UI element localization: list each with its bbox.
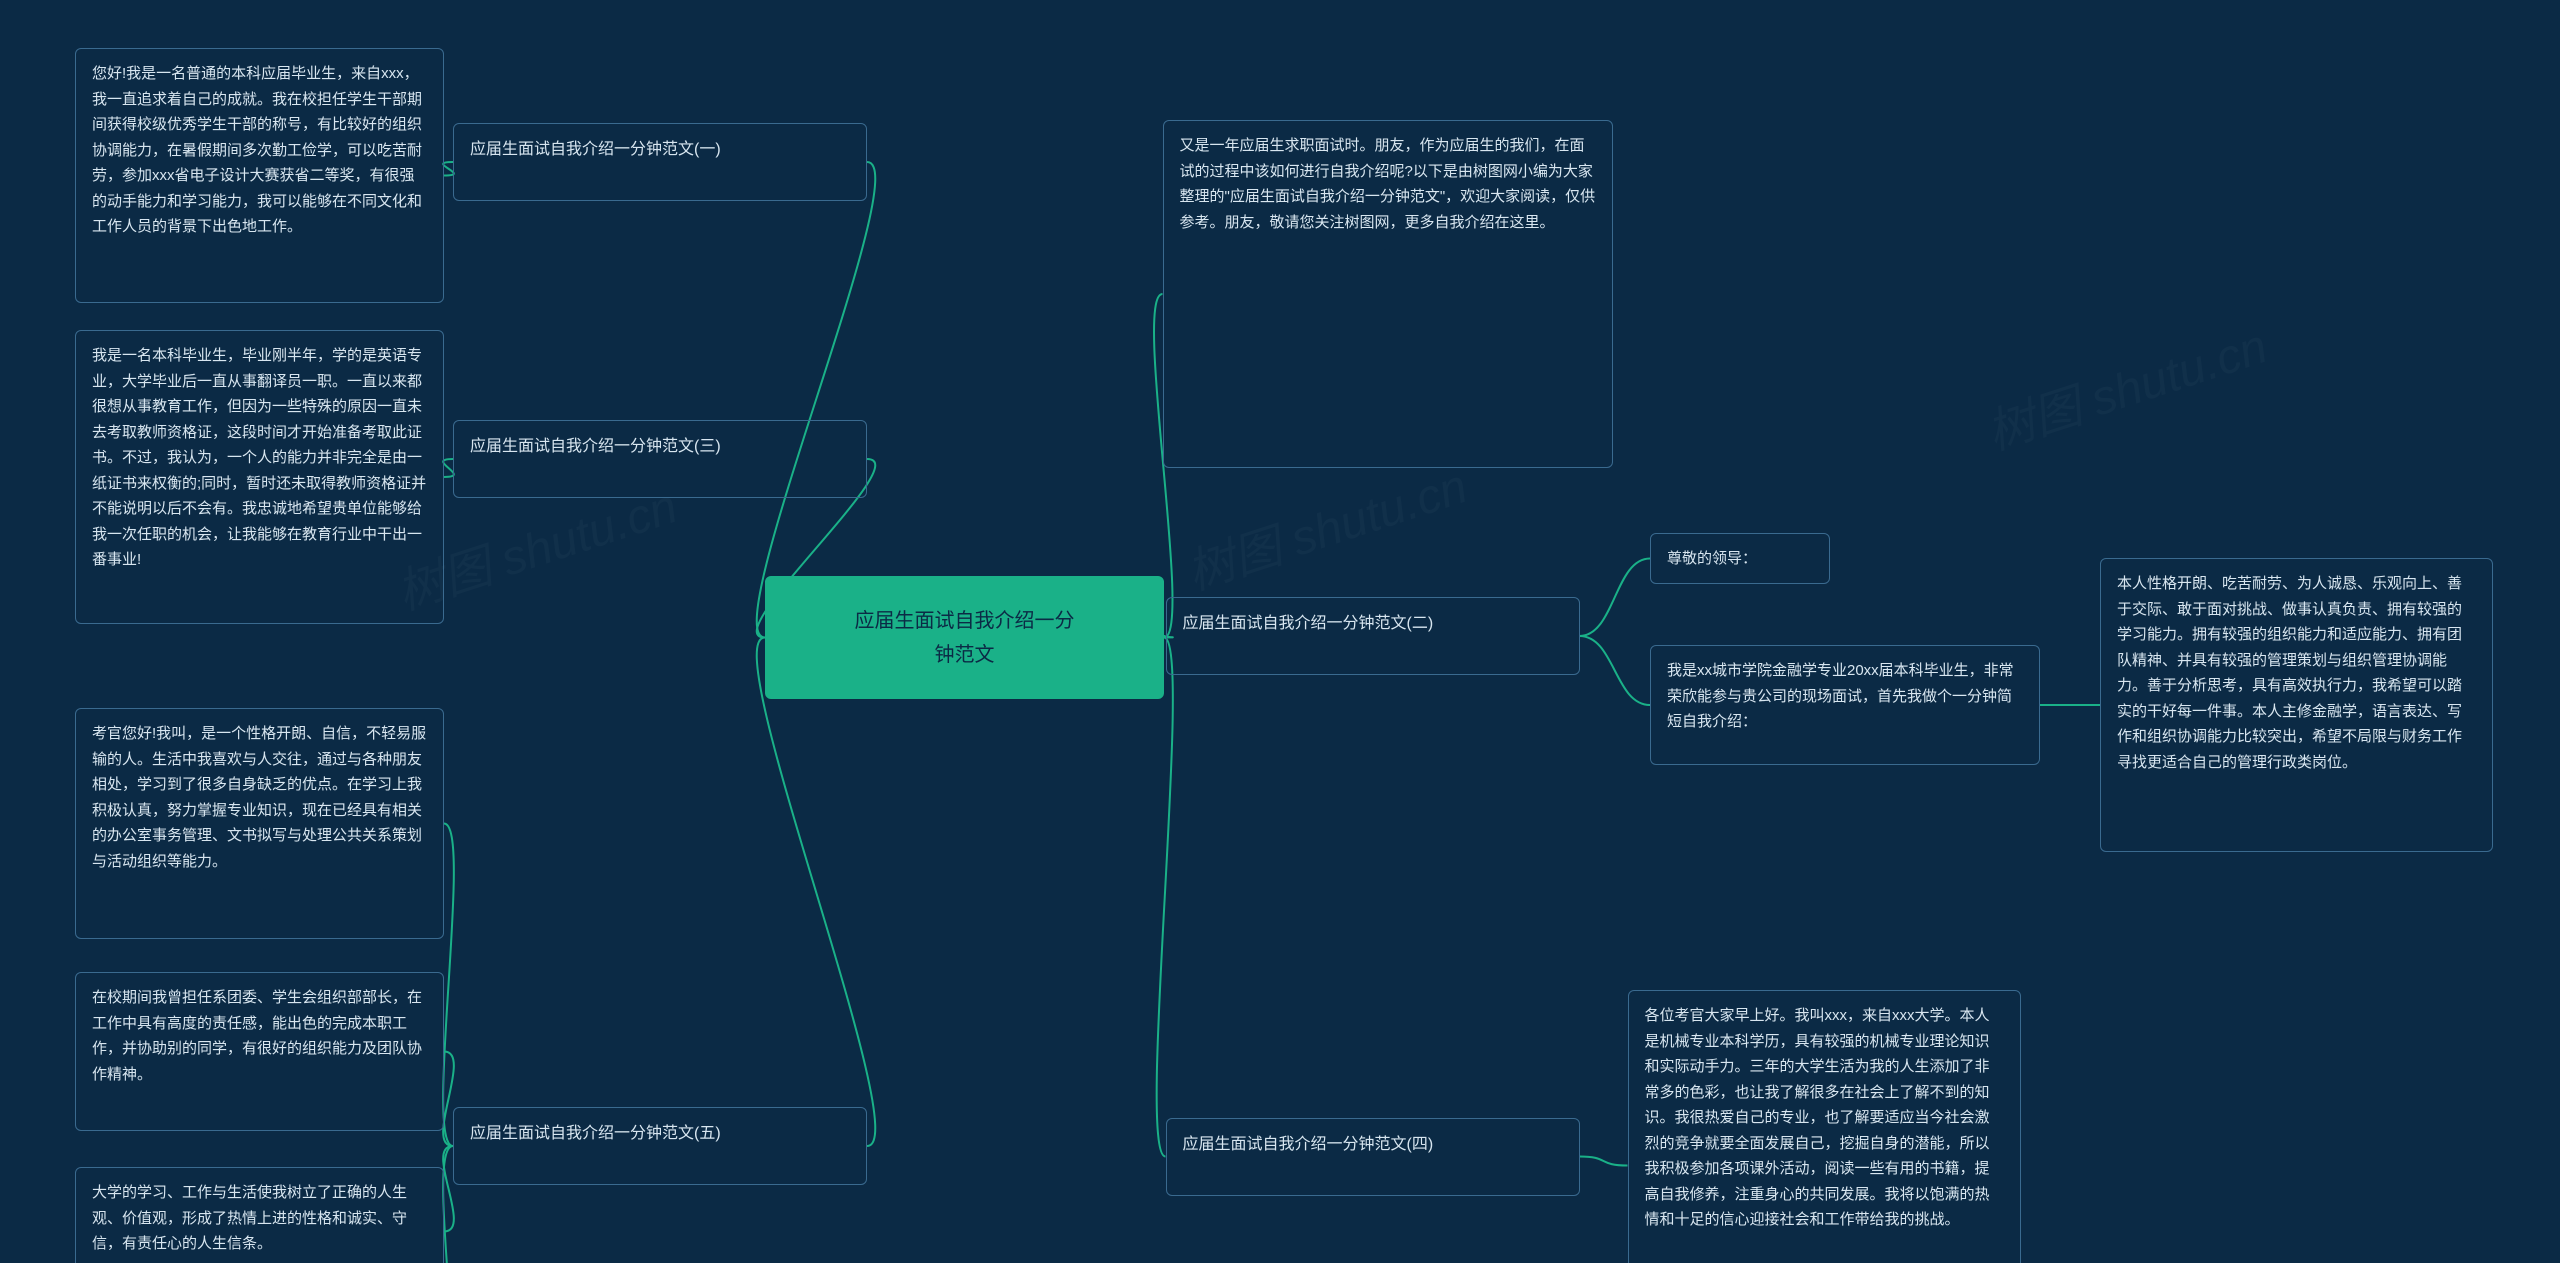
node-text: 各位考官大家早上好。我叫xxx，来自xxx大学。本人是机械专业本科学历，具有较强…	[1645, 1007, 1990, 1228]
mindmap-node-l2_1[interactable]: 尊敬的领导：	[1650, 533, 1830, 585]
mindmap-node-l5a[interactable]: 考官您好!我叫，是一个性格开朗、自信，不轻易服输的人。生活中我喜欢与人交往，通过…	[75, 708, 444, 939]
edge-root-b4	[1157, 638, 1173, 1157]
node-text: 本人性格开朗、吃苦耐劳、为人诚恳、乐观向上、善于交际、敢于面对挑战、做事认真负责…	[2117, 575, 2462, 771]
edge-root-b1	[757, 162, 876, 638]
node-text: 应届生面试自我介绍一分钟范文(四)	[1183, 1136, 1434, 1153]
node-text: 应届生面试自我介绍一分钟范文(三)	[470, 438, 721, 455]
mindmap-node-b2[interactable]: 应届生面试自我介绍一分钟范文(二)	[1166, 597, 1580, 675]
mindmap-node-intro[interactable]: 又是一年应届生求职面试时。朋友，作为应届生的我们，在面试的过程中该如何进行自我介…	[1163, 120, 1613, 468]
node-text: 您好!我是一名普通的本科应届毕业生，来自xxx，我一直追求着自己的成就。我在校担…	[92, 65, 422, 235]
edge-root-b5	[757, 638, 876, 1147]
mindmap-node-b5[interactable]: 应届生面试自我介绍一分钟范文(五)	[453, 1107, 867, 1185]
mindmap-node-l1[interactable]: 您好!我是一名普通的本科应届毕业生，来自xxx，我一直追求着自己的成就。我在校担…	[75, 48, 444, 303]
node-text: 应届生面试自我介绍一分 钟范文	[855, 604, 1075, 672]
edge-b4-l4	[1580, 1157, 1628, 1166]
mindmap-canvas: 应届生面试自我介绍一分 钟范文 又是一年应届生求职面试时。朋友，作为应届生的我们，…	[0, 0, 2560, 1263]
node-text: 应届生面试自我介绍一分钟范文(五)	[470, 1125, 721, 1142]
edge-b2-l2_2	[1580, 636, 1651, 705]
node-text: 尊敬的领导：	[1667, 550, 1757, 567]
mindmap-node-b4[interactable]: 应届生面试自我介绍一分钟范文(四)	[1166, 1118, 1580, 1196]
mindmap-node-l5b[interactable]: 在校期间我曾担任系团委、学生会组织部部长，在工作中具有高度的责任感，能出色的完成…	[75, 972, 444, 1131]
mindmap-node-l4[interactable]: 各位考官大家早上好。我叫xxx，来自xxx大学。本人是机械专业本科学历，具有较强…	[1628, 990, 2021, 1263]
node-text: 在校期间我曾担任系团委、学生会组织部部长，在工作中具有高度的责任感，能出色的完成…	[92, 989, 422, 1083]
edge-b2-l2_1	[1580, 559, 1651, 637]
mindmap-node-l3[interactable]: 我是一名本科毕业生，毕业刚半年，学的是英语专业，大学毕业后一直从事翻译员一职。一…	[75, 330, 444, 624]
mindmap-node-l5c[interactable]: 大学的学习、工作与生活使我树立了正确的人生观、价值观，形成了热情上进的性格和诚实…	[75, 1167, 444, 1263]
node-text: 应届生面试自我介绍一分钟范文(二)	[1183, 615, 1434, 632]
node-text: 考官您好!我叫，是一个性格开朗、自信，不轻易服输的人。生活中我喜欢与人交往，通过…	[92, 725, 426, 870]
node-text: 又是一年应届生求职面试时。朋友，作为应届生的我们，在面试的过程中该如何进行自我介…	[1180, 137, 1596, 231]
mindmap-node-b3[interactable]: 应届生面试自我介绍一分钟范文(三)	[453, 420, 867, 498]
node-text: 应届生面试自我介绍一分钟范文(一)	[470, 141, 721, 158]
mindmap-node-l2_2[interactable]: 我是xx城市学院金融学专业20xx届本科毕业生，非常荣欣能参与贵公司的现场面试，…	[1650, 645, 2040, 765]
mindmap-node-root[interactable]: 应届生面试自我介绍一分 钟范文	[765, 576, 1164, 699]
node-text: 我是xx城市学院金融学专业20xx届本科毕业生，非常荣欣能参与贵公司的现场面试，…	[1667, 662, 2014, 730]
node-text: 我是一名本科毕业生，毕业刚半年，学的是英语专业，大学毕业后一直从事翻译员一职。一…	[92, 347, 426, 568]
mindmap-node-l2_2a[interactable]: 本人性格开朗、吃苦耐劳、为人诚恳、乐观向上、善于交际、敢于面对挑战、做事认真负责…	[2100, 558, 2493, 852]
node-text: 大学的学习、工作与生活使我树立了正确的人生观、价值观，形成了热情上进的性格和诚实…	[92, 1184, 407, 1252]
mindmap-node-b1[interactable]: 应届生面试自我介绍一分钟范文(一)	[453, 123, 867, 201]
